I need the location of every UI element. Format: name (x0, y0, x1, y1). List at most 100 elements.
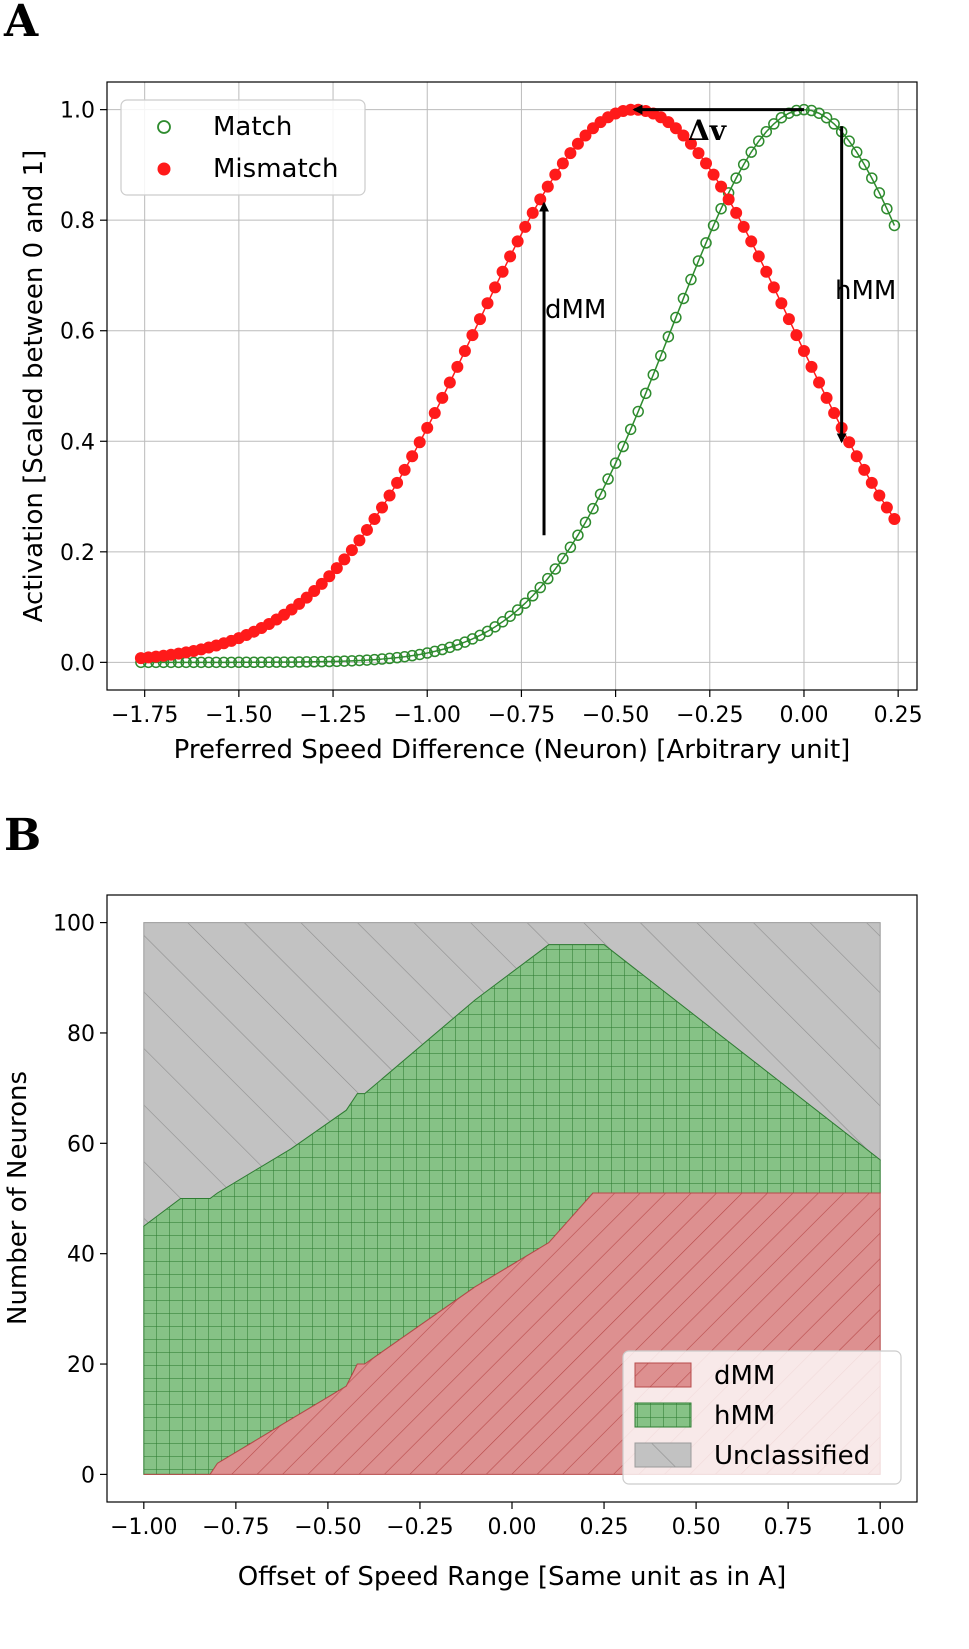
match-point (526, 589, 539, 602)
match-point (436, 643, 449, 656)
mismatch-point (752, 250, 765, 263)
mismatch-point (722, 193, 735, 206)
panel-letter-b: B (4, 810, 41, 861)
match-point (745, 146, 757, 158)
mismatch-point (556, 157, 569, 170)
x-tick-label: 0.00 (488, 1515, 537, 1540)
mismatch-point (805, 360, 818, 373)
panel-a-legend: Match Mismatch (120, 99, 366, 196)
match-point (805, 104, 818, 117)
mismatch-point (353, 534, 366, 547)
y-tick-label: 0.4 (60, 430, 95, 455)
legend-box-b (622, 1350, 902, 1485)
mismatch-point (745, 235, 758, 248)
x-tick-label: 0.75 (764, 1515, 813, 1540)
match-point (338, 655, 351, 667)
mismatch-point (579, 129, 592, 142)
match-point (602, 473, 614, 485)
match-point (225, 656, 238, 669)
legend-mismatch-label: Mismatch (213, 154, 338, 184)
match-point (368, 653, 381, 666)
x-tick-label: −0.50 (582, 703, 649, 728)
mismatch-point (677, 129, 690, 142)
match-point (444, 641, 456, 654)
mismatch-point (391, 476, 404, 489)
x-tick-label: 0.25 (580, 1515, 629, 1540)
mismatch-point (760, 265, 773, 278)
match-point (504, 610, 516, 622)
mismatch-point (466, 329, 479, 342)
y-tick-label: 80 (67, 1022, 95, 1047)
panel-a-ticks: −1.75 −1.50 −1.25 −1.00 −0.75 −0.50 −0.25 0.00 0… (60, 99, 923, 728)
match-point (700, 237, 712, 249)
match-point (240, 656, 253, 669)
legend-hmm-swatch (634, 1402, 692, 1428)
legend-dmm-label: dMM (714, 1361, 775, 1391)
match-point (511, 604, 524, 616)
mismatch-point (383, 489, 396, 502)
match-point (361, 654, 373, 666)
mismatch-point (481, 297, 494, 310)
x-tick-label: −1.25 (299, 703, 366, 728)
mismatch-point (828, 407, 841, 420)
hmm-arrow-label: hMM (835, 276, 896, 306)
mismatch-point (345, 544, 358, 557)
match-point (730, 172, 742, 184)
match-point (218, 656, 230, 669)
match-point (549, 563, 562, 575)
match-point (707, 219, 720, 232)
legend-box (120, 99, 366, 196)
match-point (391, 651, 403, 664)
panel-b-y-axis-label: Number of Neurons (3, 1071, 33, 1325)
match-point (557, 552, 569, 565)
y-tick-label: 0.6 (60, 320, 95, 345)
match-point (639, 387, 652, 400)
match-point (353, 654, 366, 667)
delta-v-label: Δv (688, 114, 727, 147)
x-tick-label: 1.00 (856, 1515, 905, 1540)
x-tick-label: 0.25 (874, 703, 923, 728)
match-point (850, 146, 863, 158)
mismatch-point (843, 436, 856, 449)
match-point (195, 656, 207, 669)
match-point (383, 652, 396, 665)
mismatch-point (700, 157, 713, 170)
match-point (632, 405, 644, 418)
mismatch-point (473, 313, 486, 326)
mismatch-point (858, 463, 871, 476)
x-tick-label: −0.50 (294, 1515, 361, 1540)
match-point (662, 330, 675, 343)
mismatch-point (323, 570, 336, 583)
match-point (587, 502, 599, 515)
mismatch-point (850, 450, 863, 463)
match-point (655, 350, 667, 362)
dmm-arrow-label: dMM (545, 295, 606, 325)
legend-match-marker (157, 120, 171, 134)
mismatch-point (782, 313, 795, 326)
mismatch-point (511, 235, 524, 248)
match-point (609, 457, 622, 469)
match-point (888, 219, 901, 232)
x-tick-label: −1.50 (205, 703, 272, 728)
match-point (881, 202, 893, 215)
y-tick-label: 100 (53, 912, 95, 937)
match-point (248, 656, 260, 669)
mismatch-point (315, 577, 328, 590)
match-point (685, 273, 697, 286)
match-point (300, 656, 313, 668)
mismatch-point (797, 345, 810, 358)
mismatch-point (406, 450, 419, 463)
mismatch-point (707, 168, 720, 181)
match-point (534, 581, 547, 594)
panel-a-grid (107, 82, 917, 690)
legend-dmm-swatch (634, 1362, 692, 1388)
match-point (270, 656, 283, 668)
legend-unclassified-label: Unclassified (714, 1441, 870, 1471)
match-point (624, 423, 637, 436)
legend-mismatch-marker (157, 162, 171, 176)
match-point (594, 488, 607, 500)
match-point (617, 440, 629, 453)
mismatch-point (790, 329, 803, 342)
match-point (451, 639, 464, 651)
